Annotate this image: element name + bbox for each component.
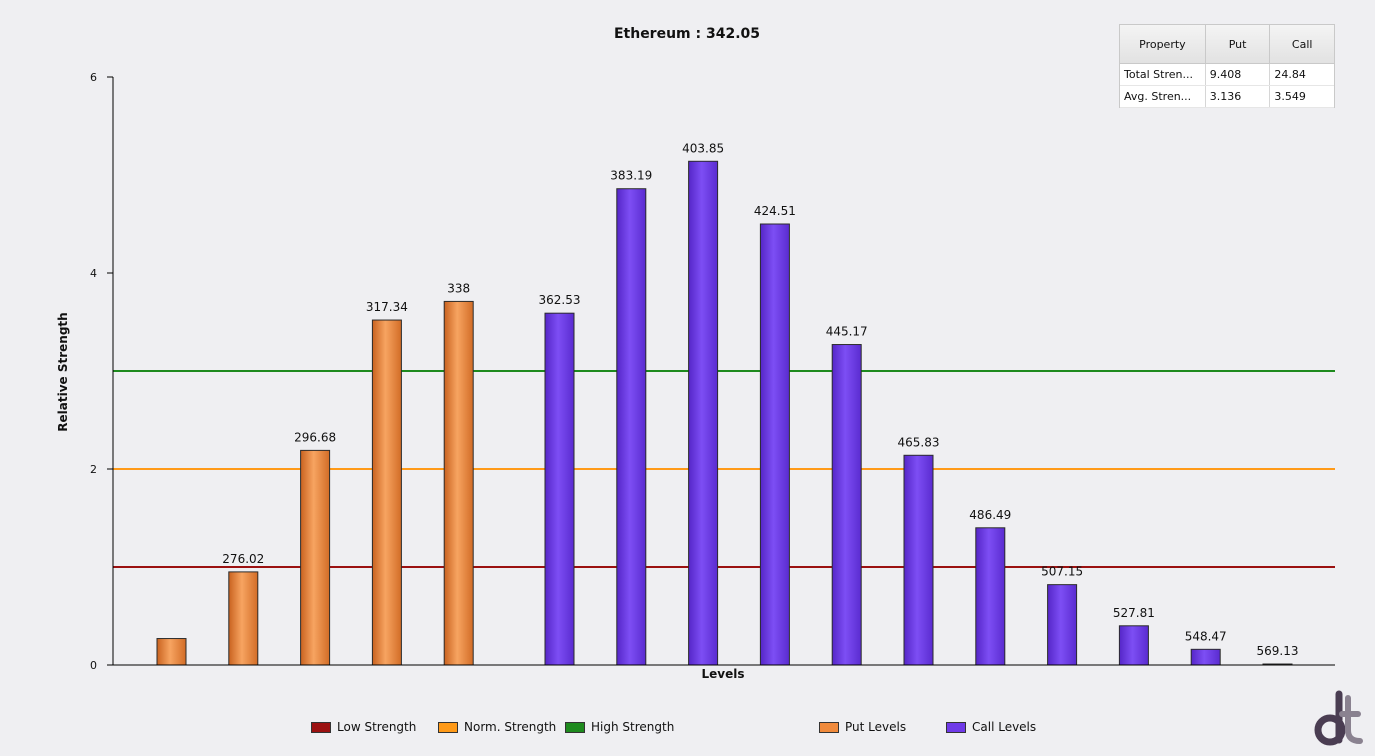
y-tick-label: 2 [90,463,97,476]
x-axis-label: Levels [701,667,744,681]
bar [228,571,259,666]
bar [443,300,474,666]
legend-swatch-put [819,721,839,733]
y-tick-label: 6 [90,71,97,84]
bar [831,344,862,666]
bar-label: 445.17 [826,325,868,339]
y-tick-label: 0 [90,659,97,672]
column-header-put[interactable]: Put [1205,25,1271,64]
table-cell: 3.136 [1205,85,1271,108]
bar [371,319,402,666]
bar [300,449,331,666]
legend-label: High Strength [591,720,675,734]
axes: 0 2 4 6 [90,71,1335,672]
legend-label: Low Strength [337,720,417,734]
bar [903,454,934,666]
bar-label: 362.53 [539,293,581,307]
legend-item-low-strength[interactable]: Low Strength [311,719,416,735]
legend-item-norm-strength[interactable]: Norm. Strength [438,719,556,735]
bar [975,527,1006,666]
bar [759,223,790,666]
table-cell: 24.84 [1269,63,1334,86]
legend-swatch-high [565,721,585,733]
bar-label: 317.34 [366,300,408,314]
bar [1118,625,1149,666]
bars: 276.02 296.68 317.34 338 362.53 383.19 403.85 4… [156,141,1299,666]
legend-swatch-low [311,721,331,733]
y-axis-label: Relative Strength [56,312,70,431]
bar-label: 465.83 [898,435,940,449]
legend-label: Call Levels [972,720,1037,734]
bar [1047,584,1078,666]
table-cell: 9.408 [1205,63,1271,86]
bar [1190,648,1221,666]
bar [616,188,647,666]
column-header-call[interactable]: Call [1269,25,1334,64]
table-row[interactable]: Avg. Stren... 3.136 3.549 [1120,85,1334,108]
bar [156,638,187,666]
table-row[interactable]: Total Stren... 9.408 24.84 [1120,63,1334,86]
legend-swatch-call [946,721,966,733]
legend-item-call-levels[interactable]: Call Levels [946,719,1036,735]
table-header-row: Property Put Call [1120,25,1334,64]
bar-label: 338 [447,281,470,295]
reference-lines [113,370,1335,568]
legend-label: Put Levels [845,720,907,734]
bar [688,160,719,666]
bar-label: 276.02 [222,552,264,566]
bar-label: 403.85 [682,141,724,155]
bar-label: 527.81 [1113,606,1155,620]
legend-item-high-strength[interactable]: High Strength [565,719,674,735]
bar-label: 548.47 [1185,629,1227,643]
chart-legend: Low Strength Norm. Strength High Strengt… [0,719,1375,735]
bar [544,312,575,666]
chart-title: Ethereum : 342.05 [614,26,760,42]
table-cell: Avg. Stren... [1120,85,1206,108]
dt-logo-icon [1314,690,1363,746]
bar-label: 486.49 [969,508,1011,522]
table-cell: 3.549 [1269,85,1334,108]
properties-table: Property Put Call Total Stren... 9.408 2… [1119,24,1335,108]
legend-item-put-levels[interactable]: Put Levels [819,719,906,735]
table-cell: Total Stren... [1120,63,1206,86]
bar-label: 383.19 [610,169,652,183]
bar-label: 424.51 [754,204,796,218]
legend-swatch-norm [438,721,458,733]
bar-label: 569.13 [1257,644,1299,658]
y-tick-label: 4 [90,267,97,280]
legend-label: Norm. Strength [464,720,557,734]
bar-label: 507.15 [1041,565,1083,579]
bar-label: 296.68 [294,430,336,444]
column-header-property[interactable]: Property [1120,25,1206,64]
